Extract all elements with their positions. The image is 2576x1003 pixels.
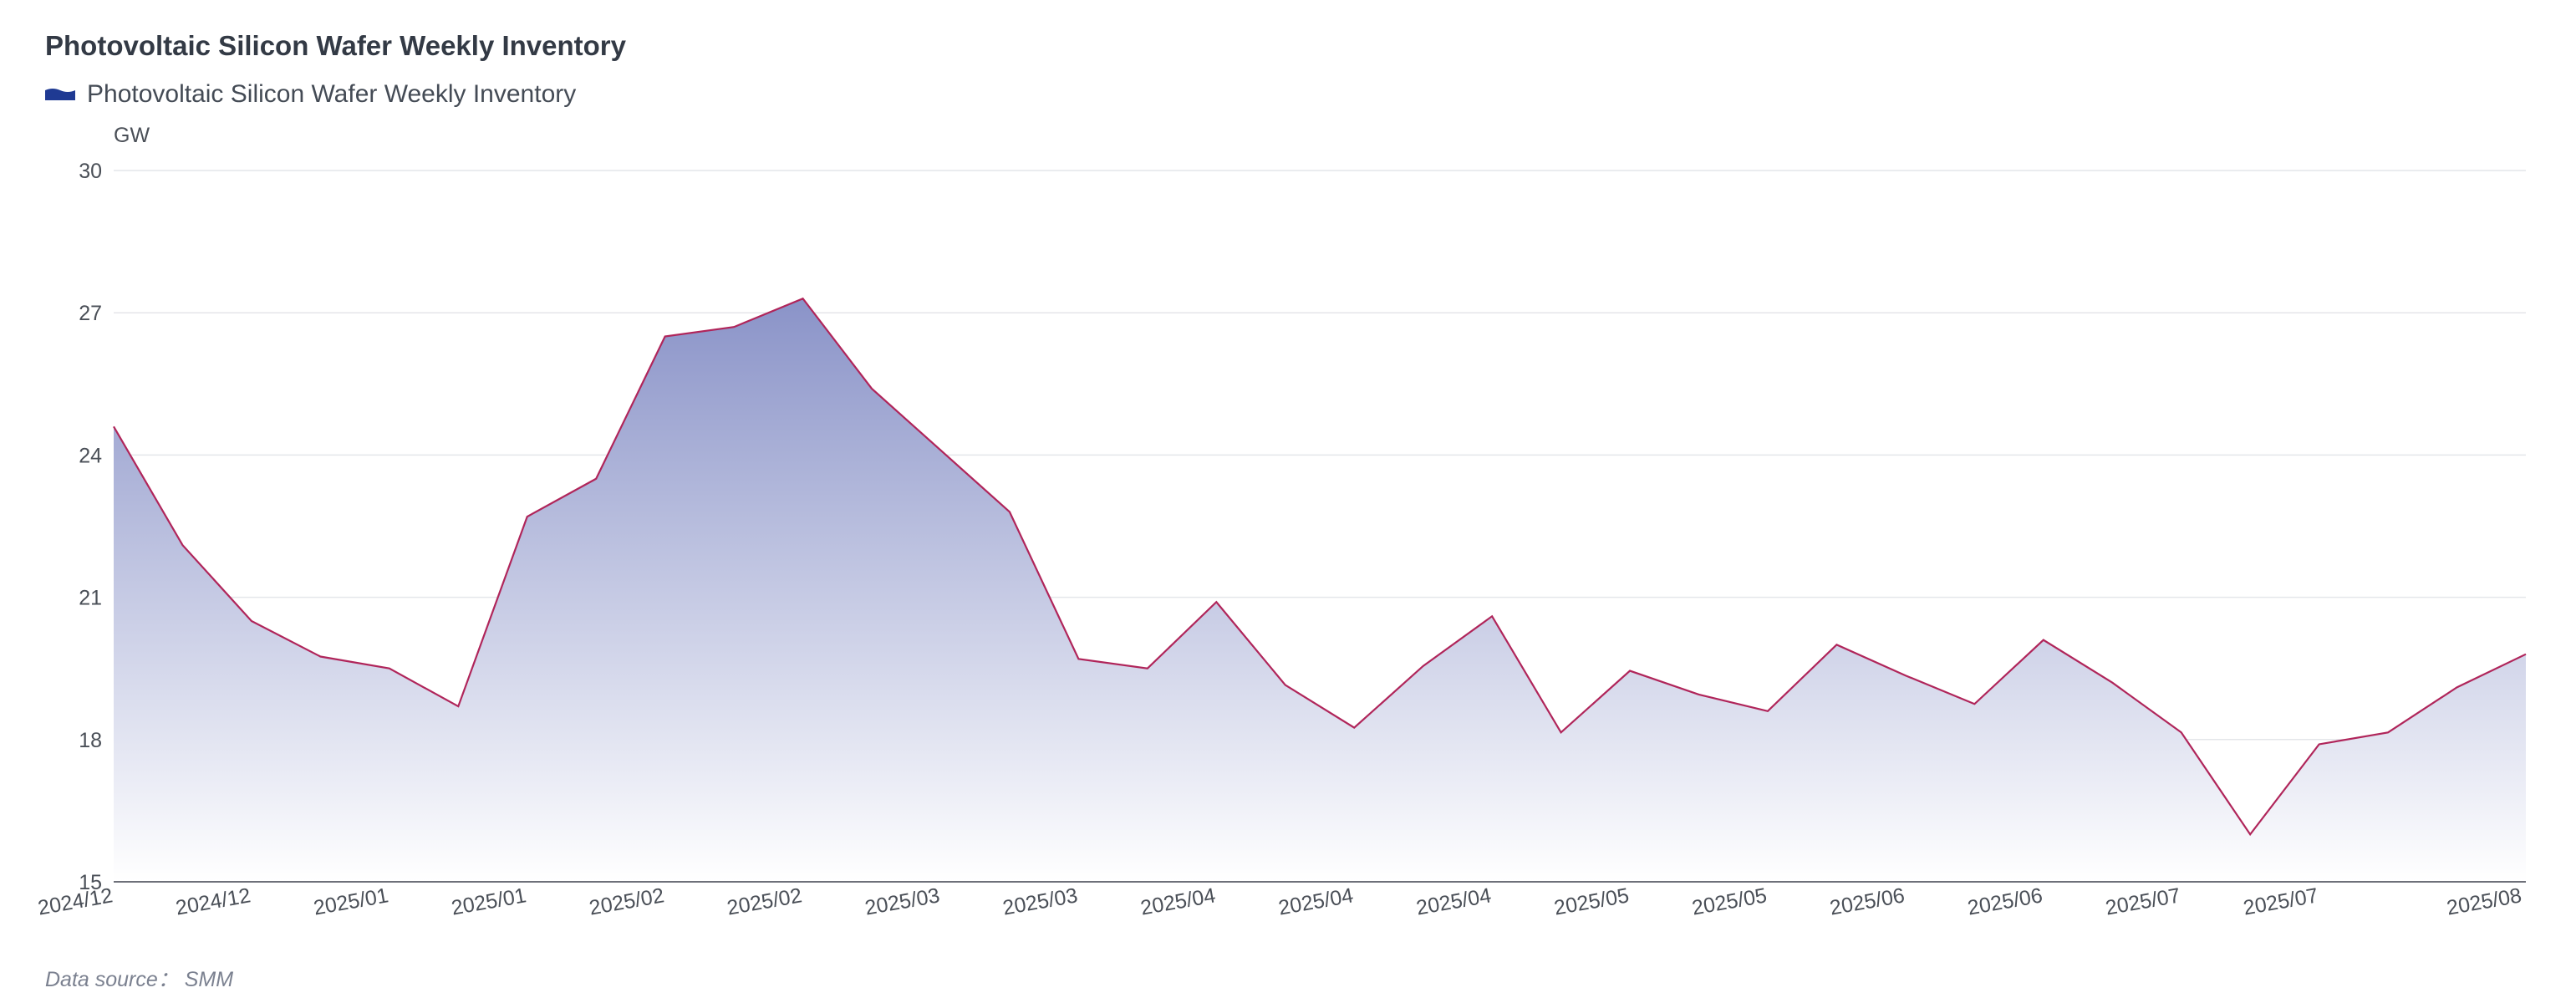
x-tick-label: 2025/07: [2242, 883, 2320, 919]
data-point[interactable]: [1972, 701, 1977, 706]
y-tick-label: 24: [79, 444, 102, 467]
data-point[interactable]: [1834, 642, 1839, 647]
data-point[interactable]: [1007, 509, 1012, 514]
data-point[interactable]: [1421, 664, 1426, 669]
x-axis-ticks: 2024/12 2024/12 2025/01 2025/01 2025/02 2025/…: [36, 883, 2523, 919]
data-point[interactable]: [2110, 680, 2115, 685]
y-tick-label: 27: [79, 302, 102, 325]
grid-lines: [114, 170, 2526, 741]
x-tick-label: 2024/12: [174, 883, 252, 919]
x-tick-label: 2025/06: [1828, 883, 1907, 919]
data-point[interactable]: [2455, 685, 2460, 690]
data-point[interactable]: [801, 296, 806, 301]
x-tick-label: 2025/04: [1276, 883, 1355, 919]
x-tick-label: 2025/05: [1690, 883, 1769, 919]
x-tick-label: 2025/05: [1552, 883, 1631, 919]
series-area: [114, 298, 2526, 882]
legend-label: Photovoltaic Silicon Wafer Weekly Invent…: [87, 80, 577, 108]
data-point[interactable]: [2385, 730, 2390, 735]
data-point[interactable]: [1627, 669, 1632, 674]
data-point[interactable]: [2179, 730, 2184, 735]
x-tick-label: 2025/01: [312, 883, 390, 919]
data-point[interactable]: [731, 324, 736, 329]
data-source-note: Data source： SMM: [45, 968, 234, 991]
chart-title: Photovoltaic Silicon Wafer Weekly Invent…: [45, 30, 626, 61]
data-point[interactable]: [2041, 638, 2046, 643]
x-tick-label: 2025/08: [2445, 883, 2523, 919]
x-tick-label: 2025/03: [1001, 883, 1080, 919]
data-point[interactable]: [2523, 652, 2528, 657]
y-tick-label: 21: [79, 587, 102, 610]
data-point[interactable]: [1076, 656, 1081, 661]
data-point[interactable]: [249, 619, 254, 624]
y-tick-label: 18: [79, 729, 102, 752]
x-tick-label: 2025/04: [1138, 883, 1217, 919]
series-line: [113, 297, 2527, 837]
data-point[interactable]: [387, 666, 392, 671]
x-tick-label: 2025/04: [1414, 883, 1493, 919]
legend-swatch-icon: [45, 89, 75, 100]
data-point[interactable]: [2248, 832, 2253, 837]
x-tick-label: 2025/06: [1966, 883, 2044, 919]
data-point[interactable]: [1903, 673, 1908, 678]
data-point[interactable]: [1765, 709, 1770, 714]
data-point[interactable]: [456, 704, 461, 709]
data-point[interactable]: [111, 424, 116, 429]
data-point[interactable]: [593, 476, 598, 481]
x-tick-label: 2025/02: [588, 883, 666, 919]
data-point[interactable]: [1283, 683, 1288, 688]
x-tick-label: 2025/02: [725, 883, 804, 919]
data-point[interactable]: [1489, 614, 1494, 619]
legend[interactable]: Photovoltaic Silicon Wafer Weekly Invent…: [45, 80, 576, 109]
x-tick-label: 2025/01: [450, 883, 528, 919]
y-axis-unit: GW: [114, 124, 150, 147]
data-point[interactable]: [1559, 730, 1564, 735]
data-point[interactable]: [318, 654, 323, 659]
data-point[interactable]: [938, 448, 943, 453]
y-tick-label: 30: [79, 160, 102, 183]
data-point[interactable]: [2317, 741, 2322, 746]
x-tick-label: 2024/12: [36, 883, 115, 919]
x-tick-label: 2025/03: [863, 883, 942, 919]
data-point[interactable]: [663, 334, 668, 339]
y-axis-ticks: 15 18 21 24 27 30: [79, 160, 102, 894]
data-point[interactable]: [525, 514, 530, 519]
x-tick-label: 2025/07: [2104, 883, 2182, 919]
data-point[interactable]: [180, 542, 185, 547]
data-point[interactable]: [1352, 726, 1357, 731]
y-tick-label: 15: [79, 871, 102, 894]
data-point[interactable]: [869, 386, 874, 391]
data-point[interactable]: [1697, 692, 1702, 697]
data-point[interactable]: [1214, 599, 1219, 604]
data-point[interactable]: [1145, 666, 1150, 671]
